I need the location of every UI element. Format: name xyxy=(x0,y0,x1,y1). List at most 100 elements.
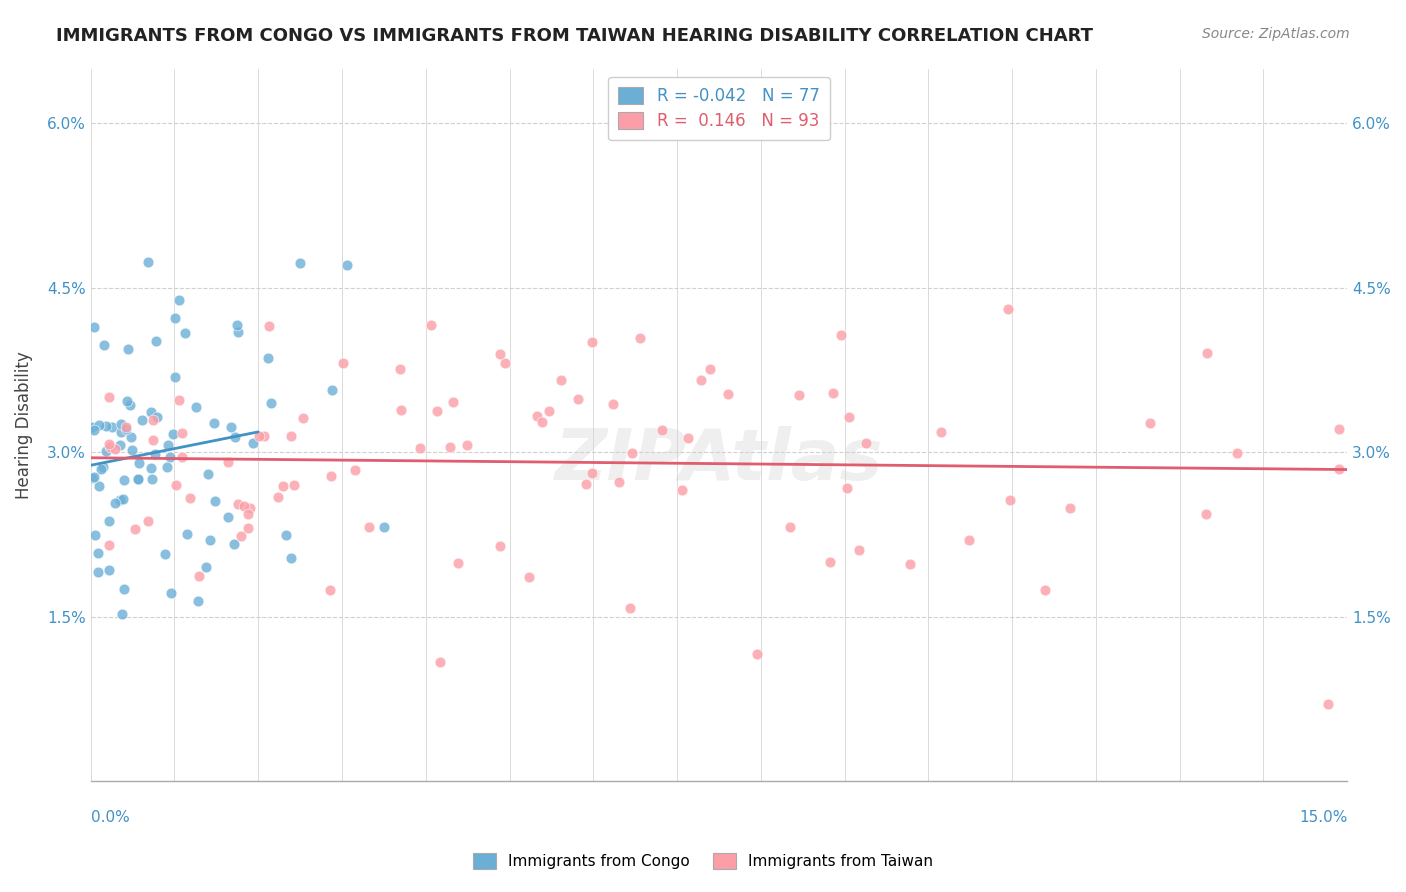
Point xyxy=(111,607,134,621)
Point xyxy=(280,551,302,566)
Point xyxy=(439,440,461,454)
Legend: R = -0.042   N = 77, R =  0.146   N = 93: R = -0.042 N = 77, R = 0.146 N = 93 xyxy=(609,77,830,140)
Point xyxy=(838,409,860,424)
Point xyxy=(717,387,740,401)
Point xyxy=(494,356,516,370)
Point xyxy=(104,442,127,456)
Point xyxy=(141,472,163,486)
Point xyxy=(550,374,572,388)
Point xyxy=(110,417,132,432)
Point xyxy=(170,425,193,440)
Point xyxy=(94,419,117,434)
Point xyxy=(142,434,165,448)
Point xyxy=(456,438,478,452)
Point xyxy=(929,425,952,440)
Point xyxy=(127,472,149,486)
Point xyxy=(173,326,195,341)
Point xyxy=(143,447,166,461)
Point xyxy=(111,492,134,507)
Point xyxy=(745,647,768,661)
Point xyxy=(167,293,190,307)
Point xyxy=(179,491,201,506)
Point xyxy=(343,463,366,477)
Point xyxy=(115,422,138,436)
Point xyxy=(821,386,844,401)
Point xyxy=(429,656,451,670)
Point xyxy=(83,470,105,484)
Point xyxy=(266,491,288,505)
Text: Source: ZipAtlas.com: Source: ZipAtlas.com xyxy=(1202,27,1350,41)
Point xyxy=(83,423,105,437)
Point xyxy=(162,426,184,441)
Text: IMMIGRANTS FROM CONGO VS IMMIGRANTS FROM TAIWAN HEARING DISABILITY CORRELATION C: IMMIGRANTS FROM CONGO VS IMMIGRANTS FROM… xyxy=(56,27,1094,45)
Point xyxy=(526,409,548,423)
Point xyxy=(957,533,980,547)
Point xyxy=(187,594,209,608)
Point xyxy=(519,570,541,584)
Point xyxy=(112,582,135,596)
Point xyxy=(117,343,139,357)
Point xyxy=(83,528,105,542)
Point xyxy=(98,390,121,404)
Point xyxy=(159,450,181,464)
Point xyxy=(581,467,603,481)
Point xyxy=(160,586,183,600)
Point xyxy=(997,302,1019,317)
Point xyxy=(283,478,305,492)
Point xyxy=(1033,582,1056,597)
Point xyxy=(128,456,150,470)
Point xyxy=(226,318,249,332)
Point xyxy=(98,514,121,528)
Point xyxy=(98,441,121,455)
Point xyxy=(87,479,110,493)
Point xyxy=(274,527,297,541)
Point xyxy=(145,334,167,349)
Point xyxy=(319,583,342,598)
Point xyxy=(93,338,115,352)
Point xyxy=(202,416,225,430)
Point xyxy=(292,410,315,425)
Point xyxy=(489,347,512,361)
Point xyxy=(1226,446,1249,460)
Point xyxy=(131,413,153,427)
Point xyxy=(1197,346,1219,360)
Point xyxy=(373,520,395,534)
Point xyxy=(239,501,262,516)
Point xyxy=(204,494,226,508)
Point xyxy=(288,256,311,270)
Point xyxy=(609,475,631,489)
Point xyxy=(187,569,209,583)
Point xyxy=(195,560,218,574)
Point xyxy=(156,438,179,452)
Text: ZIPAtlas: ZIPAtlas xyxy=(555,425,883,495)
Legend: Immigrants from Congo, Immigrants from Taiwan: Immigrants from Congo, Immigrants from T… xyxy=(467,847,939,875)
Point xyxy=(447,556,470,570)
Text: 0.0%: 0.0% xyxy=(90,810,129,824)
Point xyxy=(359,520,381,534)
Point xyxy=(108,493,131,508)
Point xyxy=(224,430,246,444)
Point xyxy=(197,467,219,481)
Point xyxy=(167,392,190,407)
Point xyxy=(253,428,276,442)
Point xyxy=(620,446,643,460)
Point xyxy=(835,481,858,495)
Point xyxy=(848,542,870,557)
Point xyxy=(319,468,342,483)
Point xyxy=(229,529,252,543)
Point xyxy=(200,533,222,547)
Point xyxy=(651,423,673,437)
Point xyxy=(93,460,115,475)
Point xyxy=(671,483,693,498)
Point xyxy=(537,404,560,418)
Point xyxy=(388,362,411,376)
Point xyxy=(420,318,443,333)
Point xyxy=(409,441,432,455)
Point xyxy=(787,388,810,402)
Point xyxy=(259,318,281,333)
Point xyxy=(898,557,921,571)
Point xyxy=(82,471,104,485)
Point xyxy=(1327,462,1350,476)
Point xyxy=(678,432,700,446)
Point xyxy=(690,373,713,387)
